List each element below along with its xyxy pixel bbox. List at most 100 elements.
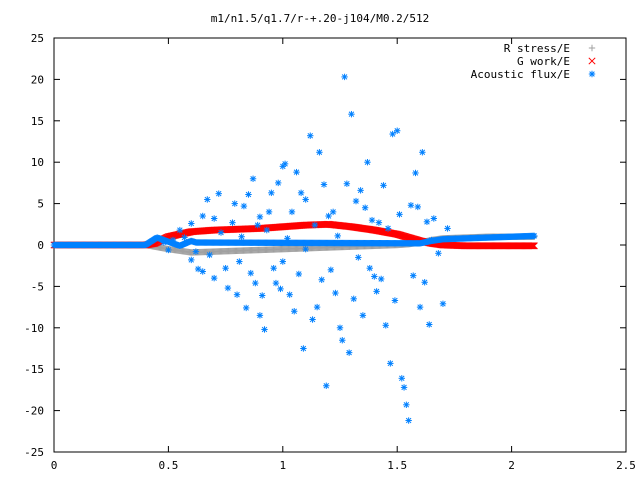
data-point bbox=[373, 288, 380, 295]
data-point bbox=[371, 273, 378, 280]
data-point bbox=[279, 258, 286, 265]
data-point bbox=[348, 110, 355, 118]
data-point bbox=[382, 322, 389, 329]
data-point bbox=[368, 216, 376, 224]
data-point bbox=[394, 127, 401, 134]
data-point bbox=[423, 218, 431, 226]
y-tick-label: -10 bbox=[24, 322, 44, 335]
data-point bbox=[421, 279, 428, 286]
data-point bbox=[357, 187, 364, 194]
data-point bbox=[323, 382, 330, 389]
data-point bbox=[311, 221, 319, 229]
data-point bbox=[302, 196, 309, 203]
data-point bbox=[410, 272, 417, 279]
x-tick-label: 1.5 bbox=[387, 459, 407, 472]
y-tick-label: -15 bbox=[24, 363, 44, 376]
legend-marker bbox=[588, 57, 596, 65]
data-point bbox=[222, 264, 229, 272]
data-point bbox=[295, 270, 303, 278]
y-tick-label: 0 bbox=[37, 239, 44, 252]
series-2 bbox=[50, 73, 538, 424]
data-point bbox=[252, 279, 259, 287]
data-point bbox=[341, 73, 348, 81]
data-point bbox=[181, 234, 188, 241]
data-point bbox=[377, 275, 385, 283]
data-point bbox=[238, 233, 245, 240]
data-point bbox=[320, 181, 328, 188]
data-point bbox=[229, 219, 236, 226]
data-point bbox=[419, 149, 426, 156]
data-point bbox=[384, 225, 392, 232]
data-point bbox=[366, 264, 373, 272]
data-point bbox=[188, 256, 195, 264]
data-point bbox=[416, 303, 424, 311]
data-point bbox=[277, 285, 284, 293]
data-point bbox=[426, 321, 433, 328]
data-point bbox=[430, 215, 438, 222]
data-point bbox=[327, 266, 335, 274]
data-point bbox=[528, 242, 536, 250]
data-point bbox=[530, 242, 538, 250]
data-point bbox=[169, 236, 177, 244]
data-point bbox=[192, 248, 200, 255]
y-tick-label: 25 bbox=[31, 32, 44, 45]
data-point bbox=[288, 208, 296, 216]
data-point bbox=[286, 291, 293, 298]
data-point bbox=[272, 279, 280, 287]
data-point bbox=[309, 316, 316, 323]
data-point bbox=[398, 375, 405, 382]
data-point bbox=[302, 245, 309, 253]
data-point bbox=[359, 312, 367, 319]
data-point bbox=[403, 401, 410, 409]
data-point bbox=[352, 197, 360, 205]
data-point bbox=[261, 326, 268, 333]
data-point bbox=[268, 189, 275, 197]
data-point bbox=[318, 276, 325, 283]
data-point bbox=[233, 291, 241, 298]
data-point bbox=[210, 274, 218, 282]
data-point bbox=[217, 229, 225, 236]
series-layer bbox=[50, 73, 538, 424]
data-point bbox=[270, 264, 277, 272]
data-point bbox=[334, 232, 341, 240]
data-point bbox=[199, 212, 206, 220]
data-point bbox=[325, 212, 332, 220]
data-point bbox=[249, 175, 257, 182]
x-tick-label: 2 bbox=[508, 459, 515, 472]
chart-title: m1/n1.5/q1.7/r-+.20-j104/M0.2/512 bbox=[211, 12, 430, 25]
legend-marker bbox=[588, 44, 596, 52]
data-point bbox=[316, 149, 323, 156]
y-tick-label: -5 bbox=[31, 280, 44, 293]
data-point bbox=[414, 203, 421, 211]
data-point bbox=[307, 132, 314, 139]
data-point bbox=[435, 250, 442, 257]
data-point bbox=[224, 284, 232, 292]
legend-label: Acoustic flux/E bbox=[471, 68, 570, 81]
axes: 0 0.5 1 1.5 2 2.5 -25 -20 -15 -10 -5 0 5 10 15 20 25 bbox=[24, 32, 636, 472]
data-point bbox=[407, 202, 415, 209]
data-point bbox=[350, 295, 357, 303]
y-tick-label: -20 bbox=[24, 405, 44, 418]
data-point bbox=[206, 251, 213, 259]
x-tick-label: 0.5 bbox=[158, 459, 178, 472]
data-point bbox=[236, 258, 243, 265]
data-point bbox=[336, 324, 344, 331]
data-point bbox=[188, 220, 195, 227]
data-point bbox=[215, 190, 222, 197]
data-point bbox=[240, 202, 248, 210]
data-point bbox=[400, 384, 408, 391]
data-point bbox=[210, 215, 218, 222]
data-point bbox=[245, 191, 252, 198]
data-point bbox=[405, 417, 412, 424]
data-point bbox=[275, 179, 282, 187]
data-point bbox=[293, 168, 300, 176]
data-point bbox=[364, 159, 371, 166]
data-point bbox=[204, 196, 211, 203]
x-tick-label: 2.5 bbox=[616, 459, 636, 472]
data-point bbox=[531, 232, 538, 240]
data-point bbox=[329, 208, 337, 216]
data-point bbox=[396, 211, 403, 218]
x-tick-label: 0 bbox=[51, 459, 58, 472]
data-point bbox=[199, 268, 206, 275]
